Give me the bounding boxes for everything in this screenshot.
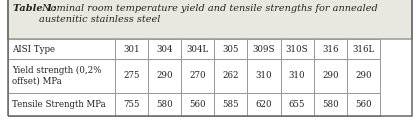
Text: AISI Type: AISI Type [12,45,55,54]
Text: 290: 290 [355,71,372,80]
Bar [247,93,281,116]
Bar [281,39,314,59]
Bar [8,0,412,39]
Bar [115,59,148,93]
Text: 290: 290 [156,71,173,80]
Text: 275: 275 [123,71,140,80]
Text: 560: 560 [189,100,206,109]
Bar [181,59,214,93]
Text: Yield strength (0,2%
offset) MPa: Yield strength (0,2% offset) MPa [12,66,101,86]
Text: Table 1:: Table 1: [13,4,56,13]
Text: 304: 304 [156,45,173,54]
Bar [148,59,181,93]
Text: 316L: 316L [352,45,374,54]
Text: 309S: 309S [253,45,275,54]
Text: 262: 262 [223,71,239,80]
Bar [281,93,314,116]
Text: 310: 310 [289,71,305,80]
Bar [181,39,214,59]
Bar [247,59,281,93]
Bar [214,39,247,59]
Bar [181,93,214,116]
Text: 316: 316 [322,45,339,54]
Text: 655: 655 [289,100,305,109]
Bar [115,39,148,59]
Bar [214,93,247,116]
Bar [347,39,380,59]
Text: 310: 310 [256,71,272,80]
Bar [214,59,247,93]
Bar [8,59,115,93]
Text: 755: 755 [123,100,140,109]
Text: Nominal room temperature yield and tensile strengths for annealed
austenitic sta: Nominal room temperature yield and tensi… [39,4,378,24]
Bar [8,39,115,59]
Bar [247,39,281,59]
Bar [314,93,347,116]
Bar [148,39,181,59]
Text: 580: 580 [156,100,173,109]
Text: 620: 620 [256,100,272,109]
Bar [148,93,181,116]
Text: 580: 580 [322,100,339,109]
Bar [281,59,314,93]
Text: 305: 305 [223,45,239,54]
Text: 585: 585 [223,100,239,109]
Bar [8,93,115,116]
Text: 301: 301 [123,45,140,54]
Bar [347,93,380,116]
Text: 270: 270 [189,71,206,80]
Text: 310S: 310S [286,45,309,54]
Text: 290: 290 [322,71,339,80]
Bar [347,59,380,93]
Text: 304L: 304L [186,45,209,54]
Text: Tensile Strength MPa: Tensile Strength MPa [12,100,106,109]
Text: 560: 560 [355,100,372,109]
Bar [314,39,347,59]
Bar [115,93,148,116]
Bar [314,59,347,93]
